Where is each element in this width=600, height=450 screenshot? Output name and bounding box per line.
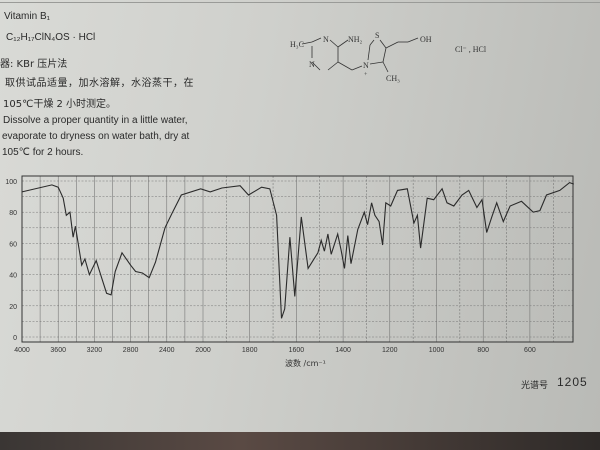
n-plus-label: N [363, 61, 369, 70]
prep-en-line-3: 105℃ for 2 hours. [2, 147, 84, 158]
ch3-label: CH₃ [386, 74, 400, 83]
spectrum-number-label: 光谱号 [521, 381, 549, 391]
chemical-structure: H₃C N N NH₂ S N + OH CH₃ Cl⁻ , HCl [290, 31, 487, 83]
photo-bottom-edge [0, 432, 600, 450]
prep-cn-line-2: 105℃干燥 2 小时测定。 [3, 99, 117, 110]
prep-en-line-2: evaporate to dryness on water bath, dry … [2, 131, 190, 142]
x-tick-label: 3600 [50, 347, 66, 354]
x-tick-label: 1200 [382, 347, 398, 354]
spectrum-number: 1205 [557, 375, 588, 389]
molecular-formula: C₁₂H₁₇ClN₄OS · HCl [6, 32, 96, 43]
compound-name: Vitamin B₁ [4, 11, 50, 22]
x-tick-label: 1800 [242, 347, 258, 354]
x-axis-label: 波数 /cm⁻¹ [285, 358, 326, 368]
spectrum-line [21, 181, 574, 319]
x-tick-label: 1400 [335, 347, 351, 354]
x-tick-label: 1600 [289, 347, 305, 354]
x-tick-label: 3200 [87, 347, 103, 354]
page-top-edge [0, 2, 600, 3]
x-tick-label: 4000 [14, 347, 30, 354]
s-label: S [375, 31, 379, 40]
n1-label: N [323, 35, 329, 44]
counter-ion-label: Cl⁻ , HCl [455, 45, 487, 54]
x-tick-label: 800 [477, 347, 489, 354]
x-tick-label: 1000 [429, 347, 445, 354]
y-tick-label: 20 [9, 304, 17, 311]
plot-frame [21, 175, 574, 343]
x-tick-label: 2000 [195, 347, 211, 354]
x-tick-label: 600 [524, 347, 536, 354]
y-tick-label: 40 [9, 273, 17, 280]
h3c-label: H₃C [290, 40, 304, 49]
oh-label: OH [420, 35, 432, 44]
prep-cn-line-1: 取供试品适量，加水溶解，水浴蒸干，在 [5, 78, 194, 89]
x-tick-label: 2400 [159, 347, 175, 354]
y-tick-label: 0 [13, 335, 17, 342]
y-tick-label: 80 [9, 210, 17, 217]
method-line: 器: KBr 压片法 [0, 59, 68, 70]
x-tick-label: 2800 [123, 347, 139, 354]
y-tick-label: 60 [9, 241, 17, 248]
prep-en-line-1: Dissolve a proper quantity in a little w… [3, 115, 188, 126]
n2-label: N [309, 60, 315, 69]
y-tick-label: 100 [5, 179, 17, 186]
plus-charge: + [364, 72, 368, 78]
nh2-label: NH₂ [348, 35, 363, 44]
